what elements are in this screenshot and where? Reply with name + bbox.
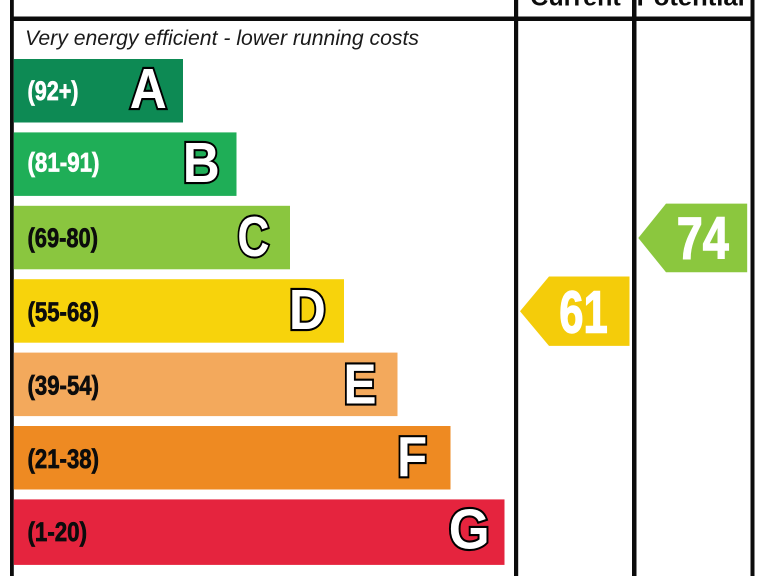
svg-text:C: C xyxy=(237,205,269,268)
svg-text:F: F xyxy=(397,426,427,489)
svg-text:(21-38): (21-38) xyxy=(28,444,100,474)
svg-text:G: G xyxy=(449,498,490,561)
svg-text:(55-68): (55-68) xyxy=(28,297,100,327)
svg-text:(1-20): (1-20) xyxy=(28,517,88,547)
svg-text:Potential: Potential xyxy=(637,0,745,12)
svg-text:D: D xyxy=(289,278,326,341)
svg-text:(92+): (92+) xyxy=(28,76,79,106)
svg-text:Current: Current xyxy=(530,0,621,12)
svg-text:(69-80): (69-80) xyxy=(28,223,99,253)
svg-text:E: E xyxy=(344,353,377,416)
svg-text:61: 61 xyxy=(559,279,608,345)
svg-text:74: 74 xyxy=(677,205,729,271)
svg-text:(81-91): (81-91) xyxy=(28,148,100,178)
svg-text:B: B xyxy=(183,131,220,194)
svg-text:Very energy efficient - lower: Very energy efficient - lower running co… xyxy=(25,26,419,50)
svg-text:A: A xyxy=(130,57,167,120)
svg-text:(39-54): (39-54) xyxy=(28,370,100,400)
